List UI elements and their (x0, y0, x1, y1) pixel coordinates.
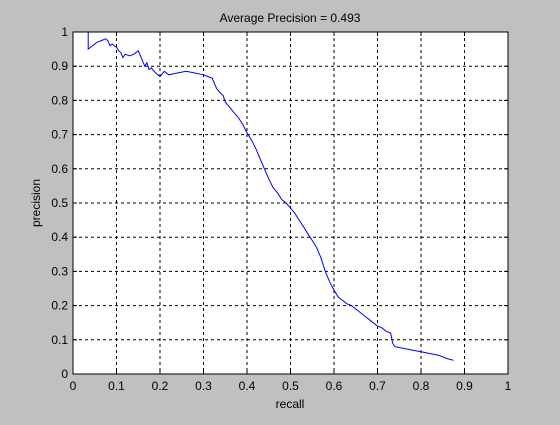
y-tick-label: 0.5 (51, 196, 68, 210)
y-tick-label: 0.6 (51, 162, 68, 176)
precision-recall-curve (73, 31, 454, 361)
y-tick-label: 0.2 (51, 299, 68, 313)
x-tick-label: 0.2 (152, 379, 169, 393)
x-tick-label: 0.9 (456, 379, 473, 393)
y-tick-label: 0 (61, 367, 68, 381)
x-tick-label: 0.6 (326, 379, 343, 393)
x-tick-label: 0.3 (195, 379, 212, 393)
axes-box (72, 31, 509, 375)
y-axis-label: precision (29, 179, 43, 227)
chart-title: Average Precision = 0.493 (220, 11, 361, 25)
y-tick-label: 0.3 (51, 264, 68, 278)
x-tick-label: 0.4 (239, 379, 256, 393)
x-tick-label: 0.1 (108, 379, 125, 393)
x-tick-label: 0.8 (413, 379, 430, 393)
y-tick-label: 0.8 (51, 93, 68, 107)
x-tick-label: 0.5 (282, 379, 299, 393)
x-tick-label: 0 (70, 379, 77, 393)
y-tick-label: 0.7 (51, 128, 68, 142)
y-tick-label: 0.1 (51, 333, 68, 347)
x-tick-labels: 0 0.1 0.2 0.3 0.4 0.5 0.6 0.7 0.8 0.9 1 (70, 379, 512, 393)
x-tick-label: 1 (505, 379, 512, 393)
y-tick-label: 0.9 (51, 59, 68, 73)
x-tick-label: 0.7 (369, 379, 386, 393)
x-axis-label: recall (276, 397, 305, 411)
y-tick-label: 0.4 (51, 230, 68, 244)
y-grid-lines (73, 65, 508, 341)
y-tick-labels: 0 0.1 0.2 0.3 0.4 0.5 0.6 0.7 0.8 0.9 1 (51, 25, 68, 381)
y-tick-label: 1 (61, 25, 68, 39)
